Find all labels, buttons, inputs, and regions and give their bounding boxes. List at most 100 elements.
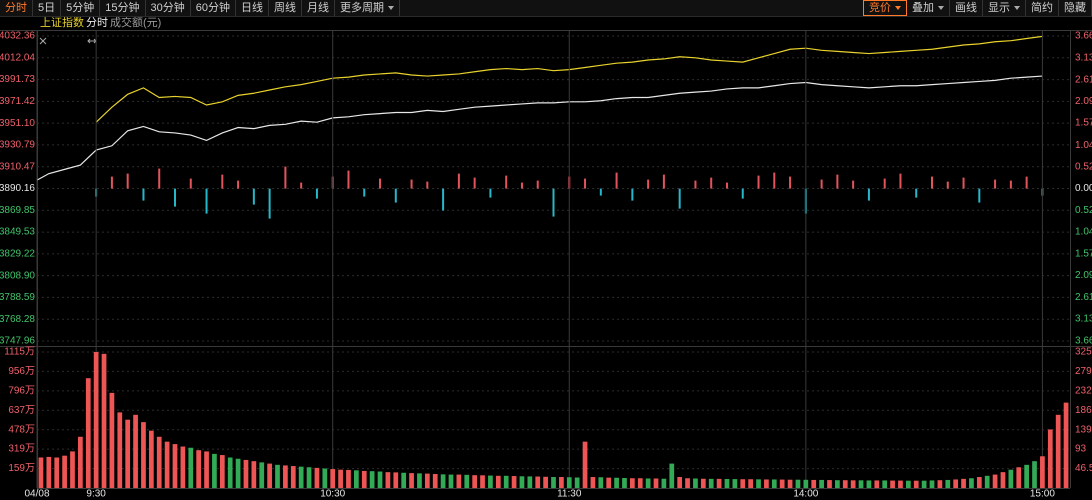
tab-button[interactable]: 月线	[302, 0, 335, 16]
y2-tick-label: 186	[1075, 405, 1092, 416]
bar	[290, 466, 296, 488]
tab-label: 5日	[38, 1, 56, 14]
bar	[527, 476, 533, 488]
dropdown-button[interactable]: 竞价	[863, 0, 907, 16]
bar	[70, 451, 75, 488]
bar	[505, 175, 508, 189]
x-tick-label: 14:00	[793, 489, 818, 500]
bar	[645, 478, 651, 488]
bar	[700, 478, 706, 488]
y2-tick-label: 93	[1075, 444, 1087, 455]
bar	[361, 470, 367, 488]
bar	[1016, 467, 1022, 488]
dropdown-button[interactable]: 叠加	[907, 0, 950, 16]
tab-button[interactable]: 分时	[0, 0, 33, 16]
bar	[410, 179, 413, 189]
y2-tick-label: 1.04%	[1075, 226, 1092, 237]
bar	[78, 436, 83, 488]
bar	[994, 179, 997, 189]
y2-tick-label: 3.13%	[1075, 53, 1092, 64]
bar	[456, 474, 462, 488]
bar	[353, 470, 359, 488]
bar	[243, 459, 249, 488]
bar	[582, 441, 588, 488]
bar	[38, 457, 44, 488]
bar	[969, 478, 974, 488]
bar	[385, 472, 391, 488]
tool-button[interactable]: 简约	[1026, 0, 1059, 16]
bar	[685, 478, 690, 488]
bar	[590, 477, 596, 488]
bar	[180, 446, 186, 488]
y-tick-label: 159万	[8, 463, 35, 474]
bar	[85, 378, 91, 488]
bar	[803, 479, 809, 488]
bar	[629, 478, 635, 488]
bar	[756, 479, 761, 488]
y2-tick-label: 0.00%	[1075, 183, 1092, 194]
bar	[905, 480, 911, 488]
bar	[637, 478, 643, 488]
bar	[827, 480, 832, 488]
tool-button[interactable]: 画线	[950, 0, 983, 16]
tab-button[interactable]: 60分钟	[191, 0, 236, 16]
bar	[363, 188, 366, 197]
x-tick-label: 15:00	[1030, 489, 1055, 500]
bar	[773, 172, 776, 189]
bar	[867, 188, 870, 201]
dropdown-button[interactable]: 显示	[983, 0, 1026, 16]
bar	[779, 479, 785, 488]
y2-tick-label: 2.61%	[1075, 292, 1092, 303]
bar	[204, 451, 209, 488]
bar	[473, 177, 476, 189]
bar	[978, 188, 981, 203]
tab-button[interactable]: 日线	[236, 0, 269, 16]
bar	[551, 477, 556, 488]
bar	[46, 456, 52, 488]
y-tick-label: 3991.73	[0, 74, 35, 85]
legend-label: 分时	[86, 16, 108, 29]
y-tick-label: 3869.85	[0, 205, 35, 216]
dropdown-button[interactable]: 更多周期	[335, 0, 400, 16]
bar	[850, 480, 856, 488]
bar	[913, 480, 919, 488]
bar	[235, 458, 241, 488]
bar	[314, 467, 320, 488]
bar	[519, 476, 525, 488]
y2-tick-label: 0.52%	[1075, 205, 1092, 216]
bar	[219, 455, 225, 488]
bar	[394, 188, 397, 203]
y2-tick-label: 232	[1075, 386, 1092, 397]
bar	[424, 473, 430, 488]
tab-button[interactable]: 30分钟	[146, 0, 191, 16]
bar	[976, 477, 982, 488]
tab-button[interactable]: 周线	[269, 0, 302, 16]
tab-button[interactable]: 5分钟	[61, 0, 101, 16]
bar	[614, 477, 619, 488]
bar	[259, 462, 265, 488]
chart-title: 成交额(元)	[110, 15, 161, 29]
bar	[984, 475, 990, 488]
bar	[1025, 176, 1028, 189]
x-tick-label: 04/08	[24, 489, 49, 500]
bar	[931, 176, 934, 189]
y-tick-label: 4012.04	[0, 52, 35, 63]
tab-button[interactable]: 5日	[33, 0, 62, 16]
y-tick-label: 3849.53	[0, 227, 35, 238]
tab-button[interactable]: 15分钟	[100, 0, 146, 16]
bar	[172, 444, 178, 488]
bar	[552, 188, 555, 217]
bar	[369, 471, 375, 488]
tool-button[interactable]: 隐藏	[1059, 0, 1092, 16]
bar	[757, 175, 760, 189]
x-tick-label: 9:30	[86, 489, 106, 500]
bar	[158, 168, 161, 189]
close-icon[interactable]	[39, 37, 47, 45]
tab-label: 日线	[241, 1, 263, 14]
toolbar: 分时 5日 5分钟 15分钟 30分钟 60分钟 日线 周线 月线 更多周期 竞…	[0, 0, 1092, 17]
bar	[117, 412, 123, 488]
bar	[237, 180, 240, 189]
bar	[480, 475, 485, 488]
tab-label: 30分钟	[150, 1, 185, 14]
